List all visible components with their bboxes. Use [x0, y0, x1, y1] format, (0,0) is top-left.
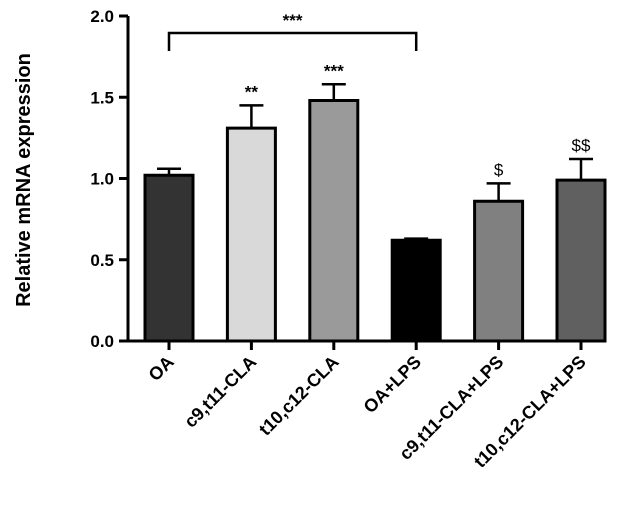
comparison-bracket [167, 31, 418, 51]
axes [126, 16, 600, 343]
bar [225, 126, 277, 343]
significance-label: ** [245, 82, 259, 101]
bar [555, 178, 607, 343]
significance-label: $ [494, 160, 504, 179]
y-tick-label: 1.0 [90, 170, 114, 189]
bar [473, 199, 525, 343]
y-ticks: 0.0 0.5 1.0 1.5 2.0 [90, 7, 128, 351]
x-tick-label: t10,c12-CLA [255, 352, 343, 440]
y-tick-label: 1.5 [90, 88, 114, 107]
comparison-label: *** [283, 11, 303, 30]
y-tick-label: 2.0 [90, 7, 114, 26]
bar [143, 173, 195, 343]
comparison-bracket-group: *** [167, 11, 418, 51]
y-tick-label: 0.0 [90, 332, 114, 351]
bars: *****$$$ [143, 61, 607, 343]
y-axis-label: Relative mRNA expression [13, 53, 35, 307]
bar [390, 238, 442, 343]
significance-label: *** [324, 61, 344, 80]
significance-label: $$ [572, 136, 591, 155]
bar [308, 99, 360, 343]
x-tick-label: OA+LPS [360, 352, 425, 417]
y-tick-label: 0.5 [90, 251, 114, 270]
x-tick-label: OA [145, 352, 178, 385]
x-tick-label: c9,t11-CLA [180, 352, 260, 432]
